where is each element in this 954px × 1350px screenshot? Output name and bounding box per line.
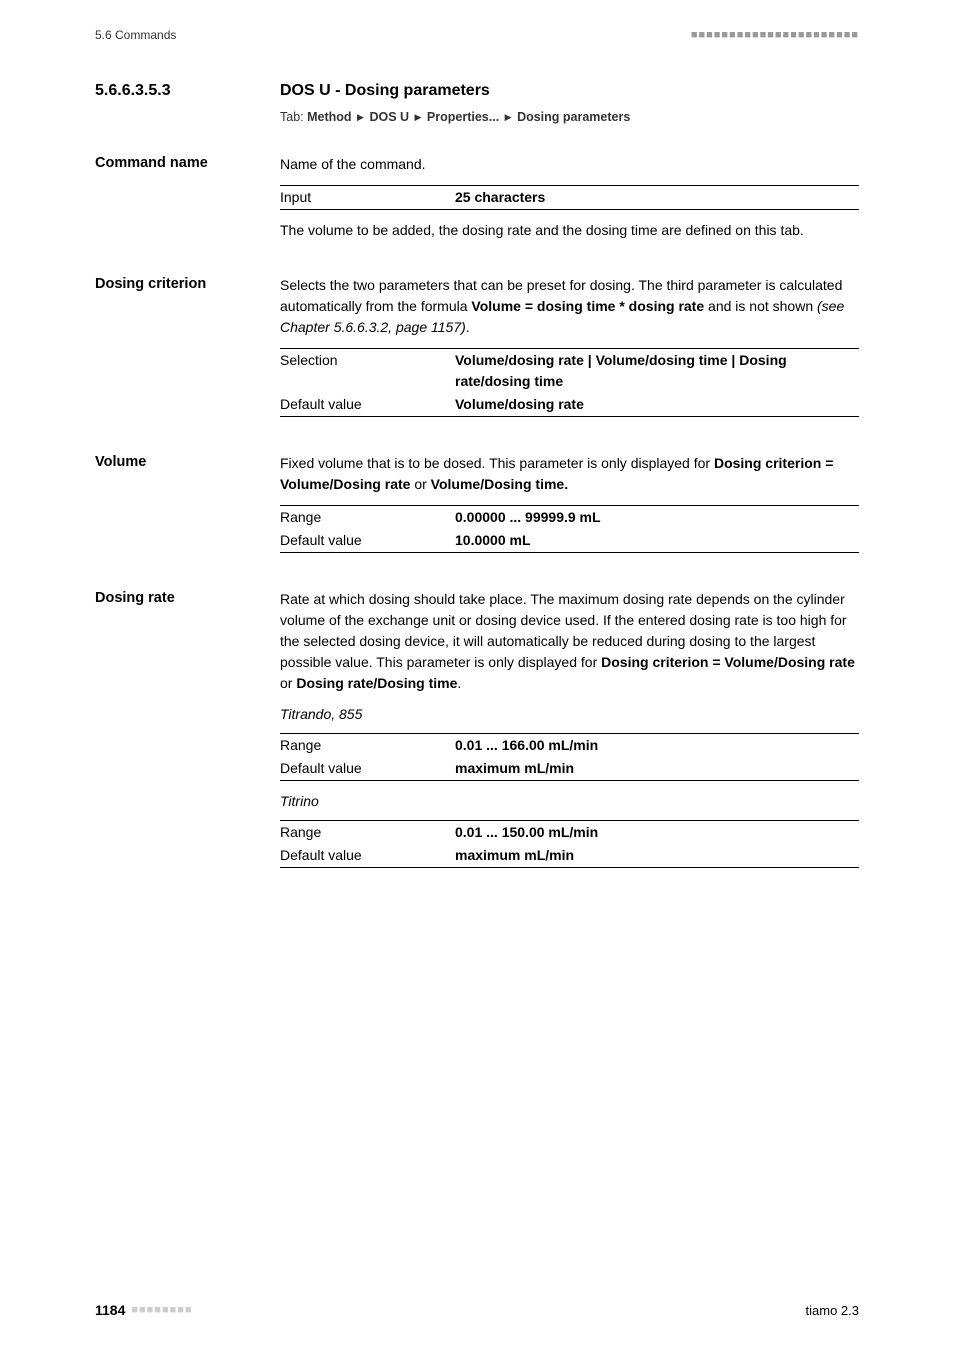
param-label: Volume (95, 453, 280, 563)
table-key: Range (280, 506, 455, 530)
section-title: DOS U - Dosing parameters (280, 82, 490, 100)
table-row: Default value 10.0000 mL (280, 529, 859, 553)
tab-breadcrumb: Tab: Method ▶ DOS U ▶ Properties... ▶ Do… (280, 110, 859, 124)
table-row: Selection Volume/dosing rate | Volume/do… (280, 349, 859, 394)
param-label: Command name (95, 154, 280, 249)
footer-right-text: tiamo 2.3 (806, 1303, 859, 1318)
document-footer: 1184 ■■■■■■■■ tiamo 2.3 (95, 1302, 859, 1318)
param-body: Name of the command. Input 25 characters… (280, 154, 859, 249)
param-body: Rate at which dosing should take place. … (280, 589, 859, 878)
footer-page-number: 1184 (95, 1302, 125, 1318)
tab-part-1: DOS U (369, 110, 409, 124)
chevron-right-icon: ▶ (357, 112, 364, 123)
param-command-name: Command name Name of the command. Input … (95, 154, 859, 249)
table-row: Default value maximum mL/min (280, 844, 859, 868)
footer-squares: ■■■■■■■■ (131, 1304, 192, 1316)
table-row: Input 25 characters (280, 186, 859, 210)
table-row: Range 0.01 ... 150.00 mL/min (280, 821, 859, 845)
desc-text: or (410, 476, 430, 492)
header-squares-glyphs: ■■■■■■■■■■■■■■■■■■■■■■ (691, 29, 859, 41)
table-key: Default value (280, 757, 455, 781)
table-value: 10.0000 mL (455, 529, 859, 553)
table-key: Range (280, 734, 455, 758)
footer-left: 1184 ■■■■■■■■ (95, 1302, 193, 1318)
param-label: Dosing rate (95, 589, 280, 878)
table-key: Default value (280, 529, 455, 553)
desc-bold: Volume/Dosing time. (431, 476, 568, 492)
table-value: Volume/dosing rate (455, 393, 859, 417)
table-row: Default value Volume/dosing rate (280, 393, 859, 417)
desc-bold: Volume = dosing time * dosing rate (471, 298, 704, 314)
section-heading-row: 5.6.6.3.5.3 DOS U - Dosing parameters (95, 82, 859, 100)
tab-prefix: Tab: (280, 110, 307, 124)
desc-text: Fixed volume that is to be dosed. This p… (280, 455, 714, 471)
document-body: 5.6.6.3.5.3 DOS U - Dosing parameters Ta… (0, 42, 954, 878)
param-desc: Selects the two parameters that can be p… (280, 275, 859, 338)
header-left-text: 5.6 Commands (95, 28, 176, 42)
param-table: Range 0.01 ... 150.00 mL/min Default val… (280, 820, 859, 868)
table-key: Input (280, 186, 455, 210)
section-number: 5.6.6.3.5.3 (95, 82, 280, 100)
param-dosing-criterion: Dosing criterion Selects the two paramet… (95, 275, 859, 427)
table-key: Range (280, 821, 455, 845)
desc-text: . (457, 675, 461, 691)
param-table: Input 25 characters (280, 185, 859, 210)
param-after-text: The volume to be added, the dosing rate … (280, 220, 859, 241)
table-row: Range 0.01 ... 166.00 mL/min (280, 734, 859, 758)
table-value: 0.00000 ... 99999.9 mL (455, 506, 859, 530)
tab-part-3: Dosing parameters (517, 110, 630, 124)
subtable-head: Titrino (280, 791, 859, 812)
table-row: Range 0.00000 ... 99999.9 mL (280, 506, 859, 530)
subtable-head: Titrando, 855 (280, 704, 859, 725)
chevron-right-icon: ▶ (415, 112, 422, 123)
param-body: Fixed volume that is to be dosed. This p… (280, 453, 859, 563)
desc-text: and is not shown (704, 298, 817, 314)
table-value: maximum mL/min (455, 757, 859, 781)
tab-part-0: Method (307, 110, 351, 124)
header-squares: ■■■■■■■■■■■■■■■■■■■■■■ (691, 29, 859, 41)
document-header: 5.6 Commands ■■■■■■■■■■■■■■■■■■■■■■ (0, 0, 954, 42)
desc-bold: Dosing criterion = Volume/Dosing rate (601, 654, 855, 670)
table-value: Volume/dosing rate | Volume/dosing time … (455, 349, 859, 394)
param-label: Dosing criterion (95, 275, 280, 427)
desc-text: or (280, 675, 296, 691)
param-table: Range 0.01 ... 166.00 mL/min Default val… (280, 733, 859, 781)
param-desc: Rate at which dosing should take place. … (280, 589, 859, 694)
param-dosing-rate: Dosing rate Rate at which dosing should … (95, 589, 859, 878)
table-key: Default value (280, 393, 455, 417)
param-desc: Fixed volume that is to be dosed. This p… (280, 453, 859, 495)
table-value: 0.01 ... 166.00 mL/min (455, 734, 859, 758)
param-body: Selects the two parameters that can be p… (280, 275, 859, 427)
table-value: 25 characters (455, 186, 859, 210)
table-key: Selection (280, 349, 455, 394)
table-value: 0.01 ... 150.00 mL/min (455, 821, 859, 845)
desc-text: . (466, 319, 470, 335)
tab-part-2: Properties... (427, 110, 499, 124)
param-volume: Volume Fixed volume that is to be dosed.… (95, 453, 859, 563)
chevron-right-icon: ▶ (505, 112, 512, 123)
table-key: Default value (280, 844, 455, 868)
table-value: maximum mL/min (455, 844, 859, 868)
table-row: Default value maximum mL/min (280, 757, 859, 781)
desc-bold: Dosing rate/Dosing time (296, 675, 457, 691)
param-table: Range 0.00000 ... 99999.9 mL Default val… (280, 505, 859, 553)
param-desc: Name of the command. (280, 154, 859, 175)
param-table: Selection Volume/dosing rate | Volume/do… (280, 348, 859, 417)
